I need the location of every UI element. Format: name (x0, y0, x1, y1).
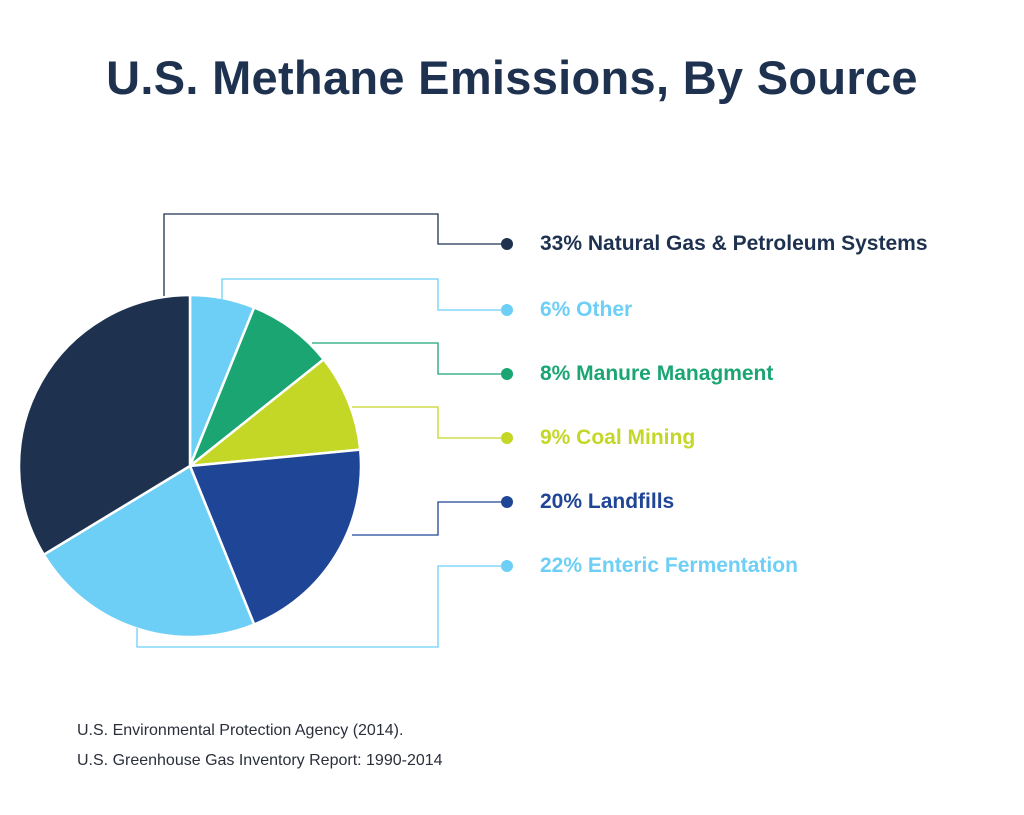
legend-label: 22% Enteric Fermentation (540, 554, 798, 577)
leader-line (163, 213, 507, 296)
legend-dot (501, 560, 513, 572)
leader-line (352, 406, 507, 439)
source-line-1: U.S. Environmental Protection Agency (20… (77, 722, 404, 739)
legend-dot (501, 368, 513, 380)
pie-slice-enteric-fermentation (42, 464, 256, 639)
legend-label: 8% Manure Managment (540, 362, 774, 385)
legend-dot (501, 238, 513, 250)
legend-dot (501, 496, 513, 508)
leader-line (221, 278, 507, 311)
chart-title: U.S. Methane Emissions, By Source (106, 51, 918, 104)
pie-slice-landfills (188, 448, 363, 626)
leader-line (136, 565, 507, 648)
leader-line (312, 342, 507, 375)
legend-label: 6% Other (540, 298, 633, 321)
leader-line (352, 501, 507, 536)
legend-dot (501, 304, 513, 316)
legend-label: 9% Coal Mining (540, 426, 696, 449)
source-line-2: U.S. Greenhouse Gas Inventory Report: 19… (77, 752, 443, 769)
pie-slice-coal-mining (188, 358, 362, 468)
legend-label: 20% Landfills (540, 490, 675, 513)
pie-slice-natural-gas-petroleum-systems (17, 293, 192, 556)
legend-label: 33% Natural Gas & Petroleum Systems (540, 232, 928, 255)
legend-dot (501, 432, 513, 444)
pie-slice-manure-managment (188, 306, 325, 468)
